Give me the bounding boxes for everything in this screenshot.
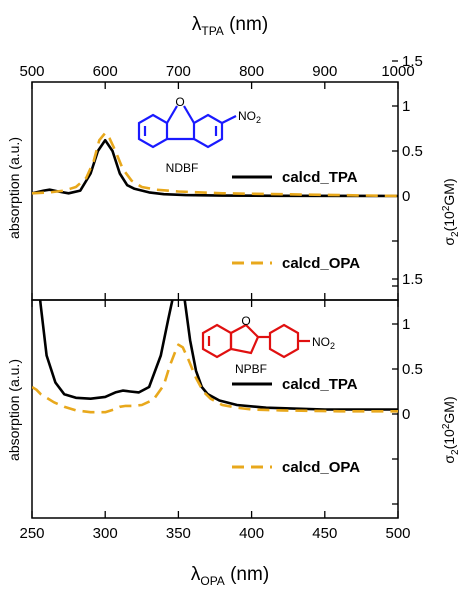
- top-right-axis-title: σ2(102GM): [441, 178, 461, 245]
- top-axis-title: λTPA (nm): [192, 14, 268, 38]
- npbf-nitro-group: NO2: [312, 335, 335, 351]
- bottom-right-axis-ticks: 1.5 1 0.5 0: [392, 271, 423, 505]
- right-tick-label-2: 0.5: [402, 361, 423, 378]
- npbf-structure: [201, 323, 310, 359]
- bottom-tick-label-5: 500: [385, 525, 410, 542]
- bottom-right-axis-title: σ2(102GM): [441, 396, 461, 463]
- right-tick-label-3: 0: [402, 406, 410, 423]
- npbf-label: NPBF: [235, 362, 267, 376]
- npbf-oxygen-atom: O: [241, 314, 250, 328]
- right-tick-label-0: 1.5: [402, 271, 423, 288]
- bottom-axis-ticks: 250 300 350 400 450 500: [19, 293, 411, 542]
- top-tick-label-5: 1000: [381, 63, 414, 80]
- bottom-axis-title: λOPA (nm): [191, 564, 269, 588]
- top-legend: calcd_TPA calcd_OPA: [232, 169, 360, 272]
- top-tick-label-3: 800: [239, 63, 264, 80]
- ndbf-oxygen-atom: O: [175, 95, 184, 109]
- npbf-benzo-ring: [201, 323, 233, 359]
- legend-label-tpa-top: calcd_TPA: [282, 169, 358, 186]
- bottom-left-axis-title: absorption (a.u.): [6, 359, 22, 461]
- top-right-axis-ticks: 1.5 1 0.5 0: [392, 53, 423, 287]
- ndbf-nitro-group: NO2: [238, 109, 261, 125]
- bottom-tick-label-3: 400: [239, 525, 264, 542]
- ndbf-structure: [137, 105, 237, 149]
- right-tick-label-3: 0: [402, 188, 410, 205]
- bottom-tick-label-1: 300: [93, 525, 118, 542]
- top-left-axis-title: absorption (a.u.): [6, 137, 22, 239]
- top-axis-ticks: 500 600 700 800 900 1000: [19, 63, 415, 89]
- right-tick-label-1: 1: [402, 316, 410, 333]
- top-tick-label-2: 700: [166, 63, 191, 80]
- series-line-calcd_OPA: [32, 343, 398, 414]
- ndbf-label: NDBF: [166, 161, 199, 175]
- right-tick-label-1: 1: [402, 98, 410, 115]
- series-line-calcd_OPA: [32, 131, 398, 198]
- right-tick-label-0: 1.5: [402, 53, 423, 70]
- npbf-furan-ring: [229, 323, 260, 355]
- legend-label-tpa-bottom: calcd_TPA: [282, 376, 358, 393]
- top-tick-label-0: 500: [19, 63, 44, 80]
- top-tick-label-4: 900: [312, 63, 337, 80]
- bottom-legend: calcd_TPA calcd_OPA: [232, 376, 360, 476]
- series-line-calcd_TPA: [38, 300, 398, 411]
- npbf-phenyl-ring: [268, 323, 300, 359]
- legend-label-opa-top: calcd_OPA: [282, 255, 360, 272]
- top-panel-series: [32, 131, 398, 198]
- right-tick-label-2: 0.5: [402, 143, 423, 160]
- ndbf-right-benzene-ring: [192, 113, 224, 149]
- ndbf-left-benzene-ring: [137, 113, 169, 149]
- bottom-panel-series: [32, 300, 398, 414]
- bottom-tick-label-2: 350: [166, 525, 191, 542]
- top-tick-label-1: 600: [93, 63, 118, 80]
- legend-label-opa-bottom: calcd_OPA: [282, 459, 360, 476]
- bottom-tick-label-0: 250: [19, 525, 44, 542]
- bottom-tick-label-4: 450: [312, 525, 337, 542]
